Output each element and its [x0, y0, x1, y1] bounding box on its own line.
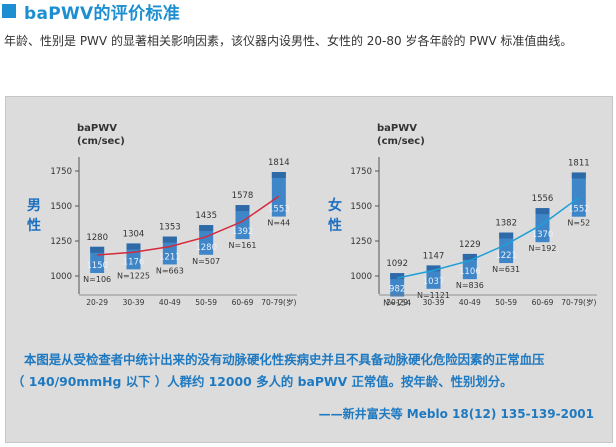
male-lower-label: 1176: [123, 257, 145, 267]
male-ylabel-line1: baPWV: [77, 123, 117, 134]
female-n-label: N=154: [383, 299, 411, 308]
female-x-label: 70-79(岁): [561, 297, 596, 307]
male-x-label: 70-79(岁): [261, 297, 296, 307]
female-upper-label: 1556: [532, 194, 554, 204]
female-ylabel-line2: (cm/sec): [377, 136, 425, 147]
male-n-label: N=1225: [117, 271, 150, 280]
male-lower-label: 1392: [232, 227, 254, 237]
footnote-line-2: （ 140/90mmHg 以下 ）人群约 12000 多人的 baPWV 正常值…: [12, 374, 513, 389]
female-n-label: N=631: [492, 265, 520, 274]
male-upper-label: 1814: [268, 158, 290, 168]
male-bar: [126, 243, 141, 270]
male-x-label: 40-49: [159, 298, 181, 307]
female-bar: [571, 172, 586, 217]
male-x-label: 60-69: [232, 298, 254, 307]
female-y-tick-label: 1750: [350, 167, 372, 177]
female-y-tick-label: 1000: [350, 272, 372, 282]
male-bar-cap: [199, 225, 214, 232]
female-bar-cap: [535, 208, 550, 215]
footnote-line-1: 本图是从受检查者中统计出来的没有动脉硬化性疾病史并且不具备动脉硬化危险因素的正常…: [24, 352, 545, 367]
female-bar: [535, 208, 550, 243]
title-bar: baPWV的评价标准: [0, 0, 181, 24]
female-bar-cap: [390, 273, 405, 280]
female-y-tick-label: 1500: [350, 202, 372, 212]
male-upper-label: 1280: [86, 233, 108, 243]
male-bar-cap: [162, 236, 177, 243]
male-bar-cap: [235, 205, 250, 212]
male-ylabel-line2: (cm/sec): [77, 136, 125, 147]
female-sex-label-char1: 女: [328, 197, 342, 214]
female-upper-label: 1092: [386, 259, 408, 269]
female-bar: [462, 253, 477, 280]
female-n-label: N=192: [529, 244, 557, 253]
male-y-tick-label: 1000: [50, 272, 72, 282]
female-bar-cap: [426, 265, 441, 272]
female-x-label: 30-39: [423, 298, 445, 307]
charts-svg: baPWV(cm/sec)1000125015001750男性12801150N…: [27, 123, 597, 308]
female-lower-label: 1370: [532, 230, 554, 240]
male-upper-label: 1304: [123, 229, 145, 239]
title-square-icon: [2, 4, 16, 18]
male-lower-label: 1211: [159, 252, 181, 262]
male-n-label: N=663: [156, 266, 184, 275]
male-bar: [90, 246, 105, 273]
citation: ——新井富夫等 Meblo 18(12) 135-139-2001: [318, 407, 594, 421]
female-bar-cap: [499, 232, 514, 239]
male-upper-label: 1353: [159, 223, 181, 233]
male-bar-cap: [271, 172, 286, 179]
female-x-label: 50-59: [495, 298, 517, 307]
male-x-label: 30-39: [123, 298, 145, 307]
male-y-tick-label: 1250: [50, 237, 72, 247]
male-y-tick-label: 1500: [50, 202, 72, 212]
female-sex-label-char2: 性: [328, 217, 342, 234]
female-reference-curve: [397, 196, 580, 279]
female-upper-label: 1229: [459, 240, 481, 250]
female-y-tick-label: 1250: [350, 237, 372, 247]
male-lower-label: 1280: [195, 243, 217, 253]
female-ylabel-line1: baPWV: [377, 123, 417, 134]
male-bar-cap: [126, 243, 141, 250]
female-upper-label: 1382: [495, 219, 517, 229]
female-bar-cap: [462, 253, 477, 260]
male-bar: [199, 225, 214, 255]
male-n-label: N=44: [267, 219, 290, 228]
female-upper-label: 1147: [423, 251, 445, 261]
female-bar: [499, 232, 514, 264]
male-lower-label: 1150: [86, 261, 108, 271]
male-n-label: N=161: [229, 241, 257, 250]
male-x-label: 50-59: [195, 298, 217, 307]
female-n-label: N=836: [456, 281, 484, 290]
female-lower-label: 1037: [423, 277, 445, 287]
male-sex-label-char2: 性: [27, 217, 41, 234]
male-lower-label: 1553: [268, 205, 290, 215]
male-x-label: 20-29: [86, 298, 108, 307]
male-upper-label: 1578: [232, 191, 254, 201]
female-lower-label: 1552: [568, 205, 590, 215]
chart-panel: baPWV (cm/sec) 1000 1250 1500 1750 男性 1280 1150 N…: [5, 96, 613, 443]
male-n-label: N=507: [192, 257, 220, 266]
male-sex-label-char1: 男: [27, 198, 41, 214]
female-x-label: 20-29: [386, 298, 408, 307]
male-bar: [271, 172, 286, 217]
male-bar: [162, 236, 177, 265]
female-x-label: 40-49: [459, 298, 481, 307]
female-lower-label: 1221: [495, 251, 517, 261]
intro-text: 年龄、性别是 PWV 的显著相关影响因素，该仪器内设男性、女性的 20-80 岁…: [4, 34, 573, 48]
female-upper-label: 1811: [568, 158, 590, 168]
female-n-label: N=52: [567, 219, 590, 228]
male-upper-label: 1435: [195, 211, 217, 221]
male-reference-curve: [97, 195, 280, 256]
female-lower-label: 1106: [459, 267, 481, 277]
page-title: baPWV的评价标准: [24, 3, 181, 24]
male-bar-cap: [90, 246, 105, 253]
male-n-label: N=106: [83, 275, 111, 284]
female-bar-cap: [571, 172, 586, 179]
male-y-tick-label: 1750: [50, 167, 72, 177]
female-x-label: 60-69: [532, 298, 554, 307]
female-lower-label: 982: [389, 285, 405, 295]
